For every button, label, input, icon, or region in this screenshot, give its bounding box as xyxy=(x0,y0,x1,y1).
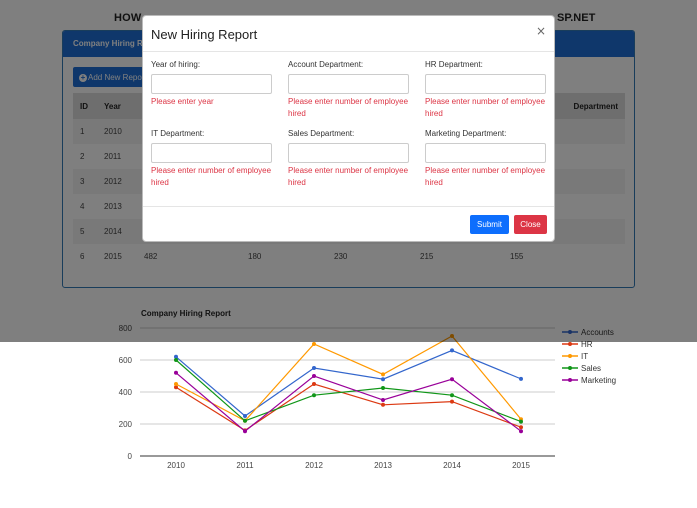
data-point-it xyxy=(312,342,316,346)
data-point-sales xyxy=(312,393,316,398)
x-tick-label: 2012 xyxy=(305,461,323,470)
legend-marker xyxy=(568,342,572,346)
y-tick-label: 0 xyxy=(128,452,133,461)
marketing-error: Please enter number of employee hired xyxy=(425,166,546,187)
hr-error: Please enter number of employee hired xyxy=(425,97,546,118)
data-point-sales xyxy=(243,418,247,423)
marketing-input[interactable] xyxy=(425,143,546,163)
it-label: IT Department: xyxy=(151,129,205,138)
modal-footer: Submit Close xyxy=(143,206,554,243)
data-point-marketing xyxy=(519,429,523,434)
data-point-accounts xyxy=(312,366,316,370)
data-point-accounts xyxy=(243,414,247,418)
marketing-field-group: Marketing Department: Please enter numbe… xyxy=(425,129,547,189)
legend-marker xyxy=(568,366,572,370)
series-line-sales xyxy=(175,359,522,423)
series-line-hr xyxy=(175,383,522,432)
account-error: Please enter number of employee hired xyxy=(288,97,409,118)
x-tick-label: 2011 xyxy=(236,461,254,470)
legend-label: IT xyxy=(581,352,588,361)
it-error: Please enter number of employee hired xyxy=(151,166,272,187)
sales-input[interactable] xyxy=(288,143,409,163)
modal-header: New Hiring Report × xyxy=(143,16,554,52)
data-point-marketing xyxy=(450,377,454,382)
data-point-marketing xyxy=(174,370,178,375)
data-point-marketing xyxy=(381,398,385,402)
data-point-hr xyxy=(174,385,178,390)
year-field-group: Year of hiring: Please enter year xyxy=(151,60,273,108)
close-button[interactable]: Close xyxy=(514,215,547,234)
modal-title: New Hiring Report xyxy=(151,27,258,42)
x-tick-label: 2013 xyxy=(374,461,392,470)
close-icon[interactable]: × xyxy=(535,24,546,38)
submit-button[interactable]: Submit xyxy=(470,215,509,234)
year-label: Year of hiring: xyxy=(151,60,201,69)
sales-field-group: Sales Department: Please enter number of… xyxy=(288,129,410,189)
data-point-it xyxy=(174,382,178,386)
data-point-hr xyxy=(519,425,523,430)
new-hiring-report-dialog: New Hiring Report × Year of hiring: Plea… xyxy=(142,15,555,242)
series-line-marketing xyxy=(175,372,522,432)
data-point-marketing xyxy=(243,429,247,434)
data-point-accounts xyxy=(381,377,385,382)
account-field-group: Account Department: Please enter number … xyxy=(288,60,410,120)
legend-label: Marketing xyxy=(581,376,616,385)
data-point-hr xyxy=(450,399,454,404)
data-point-accounts xyxy=(519,376,523,381)
legend-label: HR xyxy=(581,340,593,349)
sales-error: Please enter number of employee hired xyxy=(288,166,409,187)
data-point-accounts xyxy=(450,348,454,353)
y-tick-label: 400 xyxy=(119,388,133,397)
data-point-sales xyxy=(174,358,178,362)
series-line-accounts xyxy=(175,349,522,417)
account-input[interactable] xyxy=(288,74,409,94)
it-input[interactable] xyxy=(151,143,272,163)
y-tick-label: 600 xyxy=(119,356,133,365)
year-error: Please enter year xyxy=(151,97,214,106)
x-tick-label: 2014 xyxy=(443,461,461,470)
data-point-accounts xyxy=(174,354,178,359)
hr-field-group: HR Department: Please enter number of em… xyxy=(425,60,547,120)
data-point-it xyxy=(381,372,385,377)
x-tick-label: 2010 xyxy=(167,461,185,470)
account-label: Account Department: xyxy=(288,60,364,69)
data-point-sales xyxy=(450,393,454,398)
legend-marker xyxy=(568,378,572,382)
legend-marker xyxy=(568,354,572,358)
x-tick-label: 2015 xyxy=(512,461,530,470)
year-input[interactable] xyxy=(151,74,272,94)
hr-input[interactable] xyxy=(425,74,546,94)
data-point-sales xyxy=(381,386,385,390)
hr-label: HR Department: xyxy=(425,60,483,69)
marketing-label: Marketing Department: xyxy=(425,129,507,138)
it-field-group: IT Department: Please enter number of em… xyxy=(151,129,273,189)
data-point-hr xyxy=(381,402,385,407)
legend-label: Sales xyxy=(581,364,601,373)
data-point-marketing xyxy=(312,374,316,378)
series-line-it xyxy=(175,335,522,422)
y-tick-label: 200 xyxy=(119,420,133,429)
data-point-sales xyxy=(519,419,523,424)
sales-label: Sales Department: xyxy=(288,129,355,138)
data-point-hr xyxy=(312,382,316,386)
